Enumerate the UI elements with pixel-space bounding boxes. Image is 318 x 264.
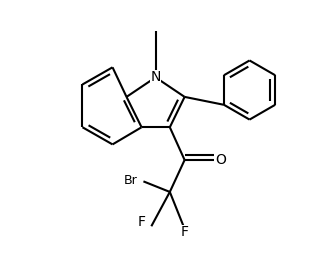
Text: F: F [138, 215, 146, 229]
Text: Br: Br [124, 174, 138, 187]
Text: N: N [150, 70, 161, 84]
Text: F: F [181, 225, 189, 239]
Text: O: O [216, 153, 226, 167]
